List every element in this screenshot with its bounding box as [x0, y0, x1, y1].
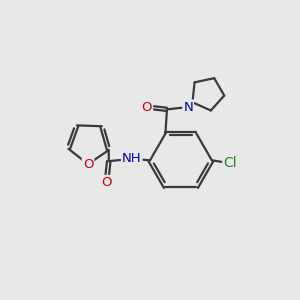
Text: Cl: Cl — [223, 156, 237, 170]
Text: NH: NH — [122, 152, 142, 165]
Text: N: N — [183, 100, 193, 113]
Text: O: O — [83, 158, 93, 171]
Text: O: O — [142, 100, 152, 113]
Text: O: O — [101, 176, 112, 189]
